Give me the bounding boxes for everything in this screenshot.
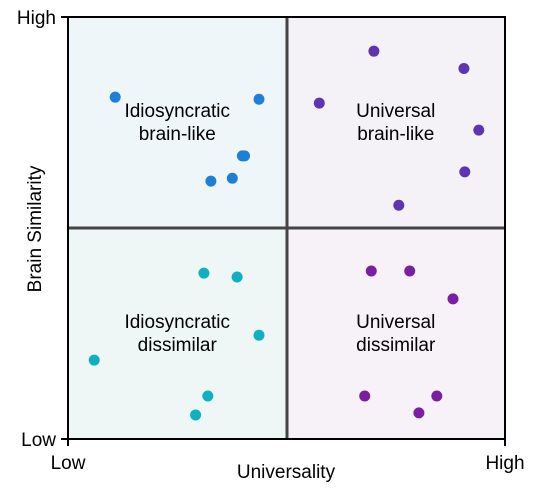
quadrant-label: Universal brain-like <box>356 101 435 145</box>
quadrant-label: Universal dissimilar <box>356 312 436 356</box>
data-point <box>109 91 121 103</box>
data-point <box>190 409 202 421</box>
quadrant-label: Idiosyncratic dissimilar <box>124 312 230 356</box>
data-point <box>431 390 443 402</box>
data-point <box>393 199 405 211</box>
y-tick-label-low: Low <box>21 430 56 451</box>
quadrant-label-line: Universal <box>356 312 435 333</box>
data-point <box>313 97 325 109</box>
data-point <box>231 271 243 283</box>
quadrant-label-line: Idiosyncratic <box>124 101 230 122</box>
quadrant-background <box>286 17 505 228</box>
quadrant-label-line: Universal <box>356 101 435 122</box>
data-point <box>198 267 210 279</box>
tick-marks <box>61 16 506 446</box>
data-point <box>473 124 485 136</box>
data-point <box>459 166 471 178</box>
data-point <box>205 175 217 187</box>
quadrant-label-line: Idiosyncratic <box>124 312 230 333</box>
data-point <box>365 265 377 277</box>
quadrant-label-line: dissimilar <box>356 335 436 356</box>
data-point <box>239 150 251 162</box>
data-point <box>413 407 425 419</box>
quadrant-label: Idiosyncratic brain-like <box>124 101 230 145</box>
y-axis-label: Brain Similarity <box>25 165 46 292</box>
data-point <box>359 390 371 402</box>
x-tick-label-low: Low <box>51 453 86 474</box>
data-point <box>88 354 100 366</box>
quadrant-background <box>68 17 287 228</box>
x-axis-label: Universality <box>237 462 336 483</box>
data-point <box>202 390 214 402</box>
quadrant-dividers <box>68 17 505 439</box>
data-point <box>447 293 459 305</box>
data-point <box>368 45 380 57</box>
data-point <box>226 172 238 184</box>
plot-frame <box>67 16 506 440</box>
x-tick-label-high: High <box>485 453 524 474</box>
y-tick-label-high: High <box>17 8 56 29</box>
data-points <box>88 45 485 421</box>
quadrant-label-line: brain-like <box>357 124 434 145</box>
quadrant-label-line: brain-like <box>139 124 216 145</box>
quadrant-label-line: dissimilar <box>138 335 218 356</box>
data-point <box>253 93 265 105</box>
quadrant-backgrounds <box>68 17 505 439</box>
data-point <box>253 329 265 341</box>
data-point <box>404 265 416 277</box>
quadrant-background <box>68 228 287 439</box>
data-point <box>458 62 470 74</box>
quadrant-background <box>286 228 505 439</box>
